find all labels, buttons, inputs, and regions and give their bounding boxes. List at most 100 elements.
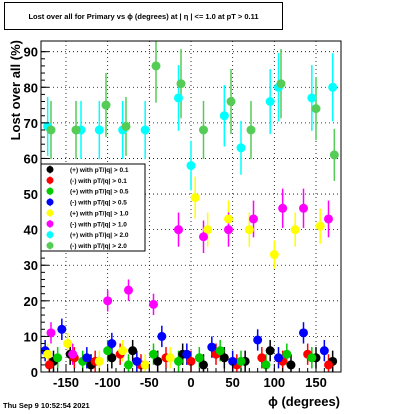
data-point xyxy=(103,296,113,306)
data-point xyxy=(224,225,233,235)
legend-label: (-) with pT/|q| > 0.5 xyxy=(70,200,127,207)
data-point xyxy=(53,353,63,363)
data-point xyxy=(278,203,288,213)
y-tick-label: 70 xyxy=(24,116,38,131)
legend-marker xyxy=(46,242,54,250)
data-point xyxy=(290,225,300,235)
data-point xyxy=(194,353,204,363)
data-point xyxy=(149,299,158,309)
data-point xyxy=(174,356,183,366)
data-point xyxy=(274,353,283,363)
data-point xyxy=(265,97,275,107)
legend-marker xyxy=(46,198,54,206)
data-point xyxy=(276,79,286,89)
data-points xyxy=(40,61,339,370)
data-point xyxy=(174,225,183,235)
data-point xyxy=(199,125,208,135)
data-point xyxy=(103,346,113,356)
y-tick-label: 20 xyxy=(24,294,38,309)
data-point xyxy=(236,143,246,153)
data-point xyxy=(257,353,267,363)
data-point xyxy=(199,360,208,370)
tick-labels: -150 -100 -50 0 50 100 150 0 10 20 30 40 50 60 70 80 90 xyxy=(24,45,327,390)
legend-label: (+) with pT/|q| > 0.1 xyxy=(70,167,129,174)
timestamp: Thu Sep 9 10:52:54 2021 xyxy=(3,401,90,410)
data-point xyxy=(244,225,254,235)
data-point xyxy=(121,121,131,131)
data-point xyxy=(324,360,333,370)
data-point xyxy=(226,97,236,107)
legend-marker xyxy=(46,231,54,239)
data-point xyxy=(311,104,321,114)
legend-label: (-) with pT/|q| > 0.1 xyxy=(70,178,127,185)
data-point xyxy=(124,360,133,370)
y-tick-label: 40 xyxy=(24,223,38,238)
data-point xyxy=(46,125,56,135)
data-point xyxy=(140,125,150,135)
data-point xyxy=(140,360,150,370)
data-point xyxy=(246,125,256,135)
legend-label: (+) with pT/|q| > 0.5 xyxy=(70,189,129,196)
y-axis-label: Lost over all (%) xyxy=(8,40,23,140)
data-point xyxy=(43,349,53,359)
data-point xyxy=(286,360,296,370)
y-tick-label: 10 xyxy=(24,329,38,344)
data-point xyxy=(269,250,279,260)
data-point xyxy=(219,353,229,363)
x-tick-label: 150 xyxy=(305,375,327,390)
y-tick-label: 50 xyxy=(24,187,38,202)
data-point xyxy=(63,339,73,349)
data-point xyxy=(329,150,339,160)
data-point xyxy=(71,125,81,135)
data-point xyxy=(153,356,163,366)
data-point xyxy=(319,346,329,356)
legend-box xyxy=(40,163,146,252)
y-tick-label: 30 xyxy=(24,258,38,273)
data-point xyxy=(261,360,271,370)
data-point xyxy=(118,346,128,356)
data-point xyxy=(282,349,292,359)
data-point xyxy=(190,193,200,203)
data-point xyxy=(307,93,317,103)
data-point xyxy=(207,342,217,352)
data-point xyxy=(128,346,138,356)
data-point xyxy=(101,100,111,110)
data-point xyxy=(253,335,263,345)
x-axis-label: ϕ (degrees) xyxy=(268,394,340,409)
data-point xyxy=(57,324,67,334)
data-point xyxy=(176,79,186,89)
data-point xyxy=(44,360,54,370)
legend-label: (+) with pT/|q| > 2.0 xyxy=(70,232,129,239)
x-tick-label: 0 xyxy=(187,375,194,390)
legend-marker xyxy=(46,209,54,217)
x-tick-label: 100 xyxy=(263,375,285,390)
data-point xyxy=(94,125,104,135)
legend-label: (-) with pT/|q| > 1.0 xyxy=(70,221,127,228)
legend: (+) with pT/|q| > 0.1 (-) with pT/|q| > 0… xyxy=(40,163,146,252)
data-point xyxy=(124,285,133,295)
legend-marker xyxy=(46,187,54,195)
data-point xyxy=(199,232,208,242)
data-point xyxy=(165,353,175,363)
x-tick-label: 50 xyxy=(225,375,239,390)
x-tick-label: -50 xyxy=(140,375,159,390)
data-point xyxy=(324,214,333,224)
data-point xyxy=(82,353,92,363)
data-point xyxy=(68,349,78,359)
data-point xyxy=(149,349,158,359)
y-tick-label: 0 xyxy=(31,365,38,380)
chart-title: Lost over all for Primary vs ϕ (degrees)… xyxy=(4,2,283,30)
legend-marker xyxy=(46,165,54,173)
y-tick-label: 60 xyxy=(24,151,38,166)
legend-marker xyxy=(46,176,54,184)
data-point xyxy=(203,225,213,235)
data-point xyxy=(157,331,167,341)
data-point xyxy=(215,346,225,356)
x-tick-label: -100 xyxy=(95,375,121,390)
data-point xyxy=(299,203,308,213)
data-point xyxy=(299,328,308,338)
data-point xyxy=(265,346,275,356)
data-point xyxy=(94,356,104,366)
data-point xyxy=(228,356,238,366)
